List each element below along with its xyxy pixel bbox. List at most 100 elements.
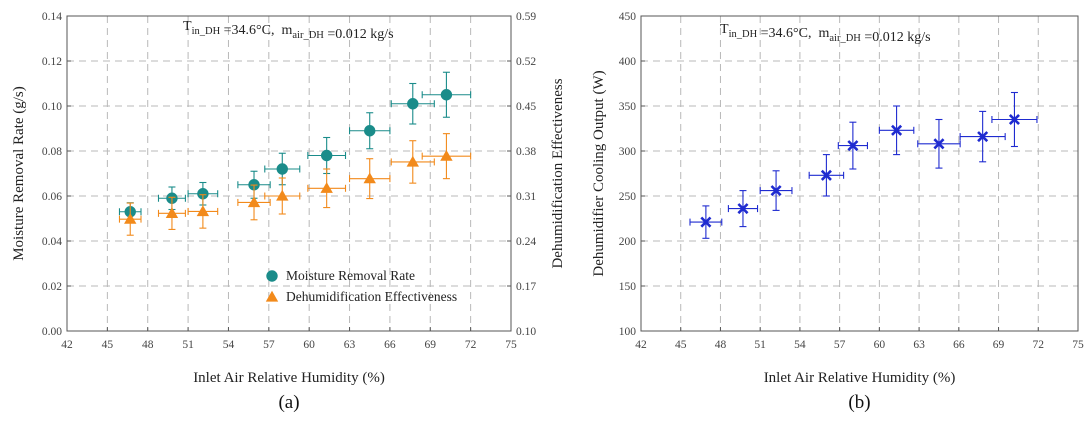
data-point [276, 163, 288, 175]
data-point [124, 212, 137, 224]
annotation-t-value: =34.6°C, [757, 26, 811, 41]
y-right-tick-label: 0.59 [516, 11, 536, 23]
y-axis-label: Moisture Removal Rate (g/s) [11, 86, 27, 261]
x-tick-label: 69 [425, 339, 437, 351]
y-tick-label: 250 [619, 191, 637, 203]
y-tick-label: 200 [619, 236, 637, 248]
x-tick-label: 75 [505, 339, 517, 351]
panel-label: (b) [848, 392, 870, 413]
y-right-tick-label: 0.38 [516, 146, 536, 158]
y-right-tick-label: 0.10 [516, 326, 536, 338]
y-tick-label: 350 [619, 101, 637, 113]
annotation-m-subscript: air_DH [829, 33, 861, 44]
y-right-axis-label: Dehumidification Effectiveness [550, 78, 566, 268]
x-tick-label: 48 [142, 339, 154, 351]
data-point [406, 155, 419, 167]
data-point [196, 205, 210, 217]
data-point [440, 149, 453, 161]
series-moisture-removal-rate [119, 72, 472, 222]
data-point [737, 203, 749, 215]
data-point [891, 124, 903, 136]
x-tick-label: 60 [874, 339, 886, 351]
y-tick-label: 0.10 [42, 101, 62, 113]
data-point [933, 138, 945, 150]
x-tick-label: 51 [754, 339, 766, 351]
y-tick-label: 0.08 [42, 146, 62, 158]
conditions-annotation: Tin_DH =34.6°C, mair_DH =0.012 kg/s [720, 22, 931, 45]
panel-b-chart: 42 45 48 51 54 57 60 63 66 69 72 75 100 150 200 250 300 3… [591, 11, 1084, 413]
data-point [977, 131, 989, 143]
annotation-m: m [282, 23, 293, 38]
y-tick-label: 0.06 [42, 191, 62, 203]
annotation-m-value: =0.012 kg/s [324, 27, 394, 42]
legend-label: Moisture Removal Rate [286, 268, 415, 283]
x-tick-label: 45 [675, 339, 687, 351]
plot-frame [66, 15, 512, 332]
y-right-tick-label: 0.45 [516, 101, 536, 113]
y-right-tick-label: 0.17 [516, 281, 536, 293]
data-point [247, 196, 261, 208]
x-tick-label: 48 [715, 339, 727, 351]
x-tick-label: 66 [384, 339, 396, 351]
x-tick-label: 66 [953, 339, 965, 351]
data-point [1008, 113, 1020, 126]
annotation-spacer [812, 26, 819, 41]
y-tick-label: 100 [619, 326, 637, 338]
series-cooling-output [690, 93, 1038, 239]
x-tick-label: 72 [465, 339, 477, 351]
data-point [266, 270, 278, 282]
x-tick-label: 63 [344, 339, 356, 351]
y-tick-label: 0.04 [42, 236, 62, 248]
plot-frame [640, 15, 1079, 332]
data-point [407, 98, 419, 110]
annotation-spacer [275, 23, 282, 38]
x-tick-label: 63 [913, 339, 925, 351]
data-point [364, 125, 376, 137]
conditions-annotation: Tin_DH =34.6°C, mair_DH =0.012 kg/s [183, 19, 394, 42]
legend-label: Dehumidification Effectiveness [286, 289, 457, 304]
data-point [265, 290, 279, 302]
annotation-t-subscript: in_DH [192, 26, 221, 37]
y-right-tick-label: 0.31 [516, 191, 536, 203]
x-tick-label: 54 [794, 339, 806, 351]
annotation-m-value: =0.012 kg/s [861, 30, 931, 45]
y-tick-label: 300 [619, 146, 637, 158]
x-tick-label: 51 [182, 339, 194, 351]
y-tick-label: 0.02 [42, 281, 62, 293]
panel-a-chart: 42 45 48 51 54 57 60 63 66 69 72 75 0.00 0.02 0.04 0.06… [11, 11, 566, 413]
x-tick-label: 54 [223, 339, 235, 351]
legend-item: Dehumidification Effectiveness [265, 289, 457, 304]
annotation-m: m [819, 26, 830, 41]
x-tick-label: 69 [993, 339, 1005, 351]
annotation-t: T [720, 22, 729, 37]
x-tick-label: 75 [1072, 339, 1084, 351]
x-tick-label: 45 [102, 339, 114, 351]
y-tick-label: 400 [619, 56, 637, 68]
y-tick-label: 0.00 [42, 326, 62, 338]
y-tick-label: 0.14 [42, 11, 62, 23]
y-right-tick-label: 0.24 [516, 236, 536, 248]
annotation-t-subscript: in_DH [729, 29, 758, 40]
data-point [847, 140, 859, 152]
y-right-tick-label: 0.52 [516, 56, 536, 68]
data-point [320, 182, 333, 193]
data-point [820, 169, 832, 181]
x-axis-label: Inlet Air Relative Humidity (%) [764, 370, 956, 386]
data-point [363, 172, 376, 184]
y-tick-label: 450 [619, 11, 637, 23]
data-point [165, 207, 179, 219]
x-tick-label: 72 [1033, 339, 1045, 351]
annotation-m-subscript: air_DH [292, 30, 324, 41]
x-tick-label: 60 [303, 339, 315, 351]
legend-item: Moisture Removal Rate [266, 268, 415, 283]
annotation-t-value: =34.6°C, [220, 23, 274, 38]
x-axis-label: Inlet Air Relative Humidity (%) [193, 370, 385, 386]
x-tick-label: 57 [263, 339, 275, 351]
data-point [276, 189, 289, 201]
y-tick-label: 150 [619, 281, 637, 293]
legend: Moisture Removal Rate Dehumidification Ef… [265, 268, 457, 304]
y-axis-label: Dehumidifier Cooling Output (W) [591, 70, 607, 276]
series-dehumidification-effectiveness [119, 134, 472, 236]
x-tick-label: 57 [834, 339, 846, 351]
